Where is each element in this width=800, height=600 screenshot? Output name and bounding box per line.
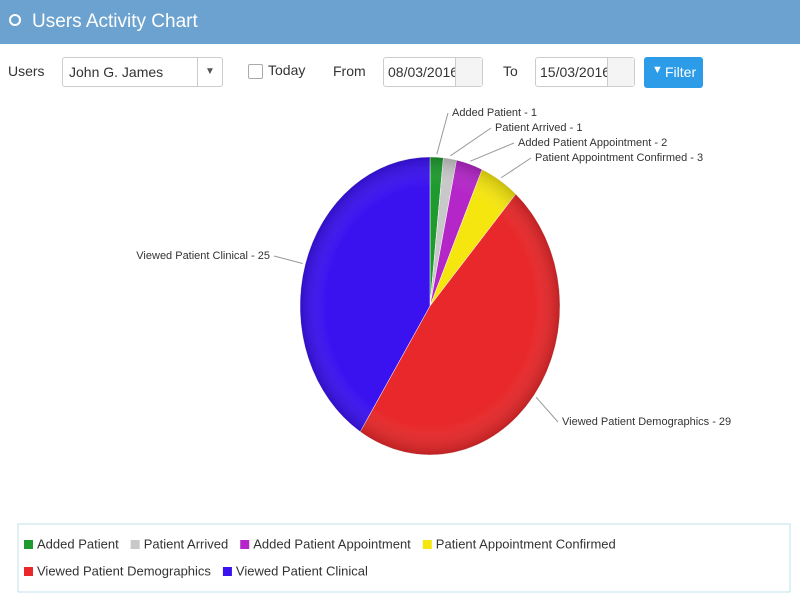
from-date[interactable]: 08/03/2016 — [383, 57, 483, 87]
user-value: John G. James — [69, 64, 164, 80]
to-label: To — [503, 63, 518, 79]
legend-swatch — [240, 540, 250, 549]
header: Users Activity Chart — [0, 0, 800, 44]
legend-label: Added Patient — [37, 536, 119, 551]
leader-line — [470, 142, 515, 162]
legend-swatch — [24, 567, 33, 576]
data-label: Added Patient Appointment - 2 — [518, 137, 667, 149]
to-date-value: 15/03/2016 — [540, 64, 611, 80]
leader-line — [273, 255, 303, 265]
legend-label: Patient Appointment Confirmed — [436, 536, 616, 551]
header-title: Users Activity Chart — [32, 11, 198, 32]
user-select[interactable]: John G. James ▼ — [62, 57, 223, 87]
pie-shading — [300, 157, 560, 455]
filter-button[interactable]: ▼ Filter — [644, 57, 703, 88]
legend-label: Viewed Patient Demographics — [37, 563, 211, 578]
from-label: From — [333, 63, 366, 79]
funnel-icon: ▼ — [652, 64, 663, 76]
data-label: Patient Appointment Confirmed - 3 — [535, 152, 703, 164]
legend-swatch — [24, 540, 33, 549]
dropdown-arrow: ▼ — [197, 58, 222, 86]
leader-line — [436, 112, 449, 155]
today-checkbox[interactable] — [248, 64, 263, 79]
legend-label: Patient Arrived — [144, 536, 229, 551]
leader-line — [535, 396, 559, 423]
to-date[interactable]: 15/03/2016 — [535, 57, 635, 87]
data-label: Added Patient - 1 — [452, 107, 537, 119]
leader-line — [450, 127, 492, 157]
legend-swatch — [222, 567, 232, 576]
legend-label: Added Patient Appointment — [253, 536, 411, 551]
legend-label: Viewed Patient Clinical — [236, 563, 368, 578]
data-label: Viewed Patient Demographics - 29 — [562, 416, 731, 428]
calendar-icon — [607, 58, 634, 86]
clock-icon — [9, 14, 21, 26]
from-date-value: 08/03/2016 — [388, 64, 459, 80]
data-label: Viewed Patient Clinical - 25 — [136, 250, 270, 262]
today-label: Today — [268, 62, 306, 78]
legend-box — [17, 523, 791, 593]
legend-swatch — [130, 540, 140, 549]
data-label: Patient Arrived - 1 — [495, 122, 582, 134]
filter-text: Filter — [665, 64, 697, 80]
users-label: Users — [8, 63, 45, 79]
calendar-icon — [455, 58, 482, 86]
leader-line — [500, 157, 532, 179]
legend-swatch — [422, 540, 432, 549]
